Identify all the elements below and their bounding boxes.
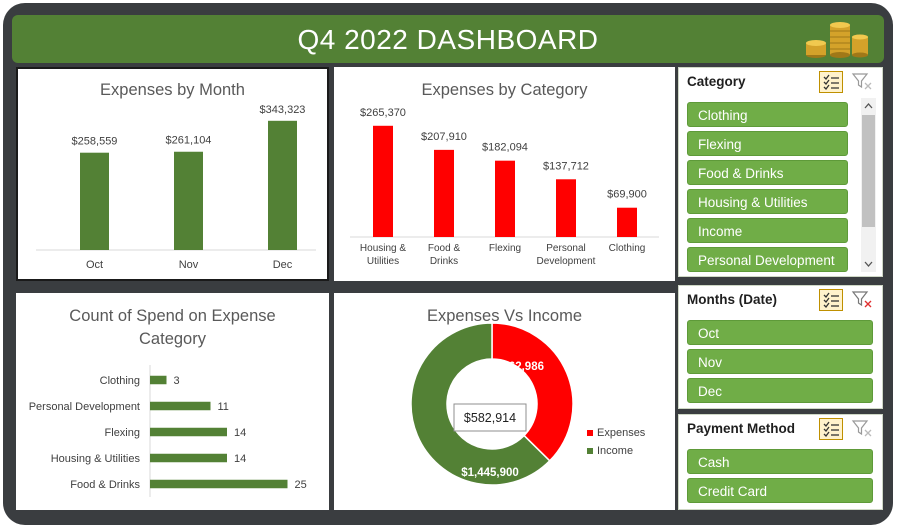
x-tick-label: Housing & — [360, 243, 406, 254]
slicer-item-credit-card[interactable]: Credit Card — [687, 478, 873, 503]
data-label: $265,370 — [360, 107, 406, 119]
scrollbar-thumb[interactable] — [862, 115, 875, 227]
y-tick-label: Food & Drinks — [70, 479, 140, 491]
count-of-spend-title-line1: Count of Spend on Expense — [69, 307, 276, 325]
expenses-vs-income-panel[interactable]: Expenses Vs Income $862,986 $1,445,900 $58… — [334, 293, 675, 510]
x-tick-label: Flexing — [489, 243, 521, 254]
bar-flexing — [495, 160, 515, 237]
legend-label-expenses: Expenses — [597, 427, 646, 439]
expenses-by-category-chart: $265,370 Housing & Utilities $207,910 Food &… — [350, 107, 659, 267]
coin-stack-icon — [806, 22, 868, 58]
multi-select-icon[interactable] — [819, 289, 843, 311]
data-label: $182,094 — [482, 142, 528, 154]
bar-dec — [268, 120, 297, 250]
expenses-by-month-title: Expenses by Month — [100, 81, 245, 99]
months-slicer-title: Months (Date) — [687, 292, 777, 307]
payment-method-slicer-title: Payment Method — [687, 421, 796, 436]
bar-housing-utilities — [373, 125, 393, 237]
count-of-spend-chart: Clothing 3 Personal Development 11 Flexing 14… — [29, 365, 307, 497]
bar-food-drinks — [150, 479, 288, 489]
multi-select-icon[interactable] — [819, 418, 843, 440]
count-of-spend-panel[interactable]: Count of Spend on Expense Category Cloth… — [16, 293, 329, 510]
slicer-item-personal-development[interactable]: Personal Development — [687, 247, 848, 272]
category-scrollbar[interactable] — [861, 98, 876, 272]
expenses-by-month-chart: $258,559 Oct $261,104 Nov $343,323 Dec — [36, 104, 316, 271]
x-tick-label: Clothing — [609, 243, 646, 254]
slicer-item-nov[interactable]: Nov — [687, 349, 873, 374]
center-value-box — [453, 403, 527, 432]
slicer-item-clothing[interactable]: Clothing — [687, 102, 848, 127]
y-tick-label: Personal Development — [29, 401, 140, 413]
legend-swatch-expenses — [587, 430, 593, 436]
expenses-by-category-panel[interactable]: Expenses by Category $265,370 Housing & Ut… — [334, 67, 675, 281]
x-tick-label: Development — [537, 256, 596, 267]
data-label: $69,900 — [607, 189, 647, 201]
dashboard-frame: Q4 2022 DASHBOARD Expenses by Month $258… — [3, 3, 893, 525]
category-slicer-title: Category — [687, 74, 746, 89]
expenses-vs-income-chart: $862,986 $1,445,900 $582,914 Expenses Income — [410, 322, 646, 486]
legend-swatch-income — [587, 448, 593, 454]
x-tick-label: Oct — [86, 259, 103, 271]
expenses-vs-income-title: Expenses Vs Income — [427, 307, 582, 325]
legend-label-income: Income — [597, 445, 633, 457]
data-label: $207,910 — [421, 131, 467, 143]
clear-filter-icon[interactable] — [851, 289, 873, 309]
data-label: $343,323 — [260, 104, 306, 116]
clear-filter-icon[interactable] — [851, 71, 873, 91]
dashboard-header: Q4 2022 DASHBOARD — [12, 15, 884, 63]
bar-clothing — [617, 207, 637, 237]
bar-flexing — [150, 427, 227, 437]
bar-personal-development — [556, 179, 576, 237]
income-slice — [410, 322, 551, 486]
slicer-item-income[interactable]: Income — [687, 218, 848, 243]
payment-method-slicer[interactable]: Payment Method Cash Credit Card — [678, 414, 883, 510]
data-label: 14 — [234, 427, 246, 439]
slicer-item-oct[interactable]: Oct — [687, 320, 873, 345]
x-tick-label: Drinks — [430, 256, 458, 267]
data-label: 14 — [234, 453, 246, 465]
x-tick-label: Utilities — [367, 256, 399, 267]
income-data-label: $1,445,900 — [461, 467, 519, 479]
bar-food-drinks — [434, 149, 454, 237]
scroll-up-icon[interactable] — [861, 100, 876, 112]
x-tick-label: Food & — [428, 243, 461, 254]
slicer-item-housing-utilities[interactable]: Housing & Utilities — [687, 189, 848, 214]
x-tick-label: Nov — [179, 259, 199, 271]
bar-personal-development — [150, 401, 211, 411]
slicer-item-dec[interactable]: Dec — [687, 378, 873, 403]
x-tick-label: Personal — [546, 243, 585, 254]
data-label: 11 — [218, 401, 229, 413]
slicer-item-food-drinks[interactable]: Food & Drinks — [687, 160, 848, 185]
y-tick-label: Flexing — [105, 427, 140, 439]
y-tick-label: Housing & Utilities — [51, 453, 141, 465]
bar-housing-utilities — [150, 453, 227, 463]
y-tick-label: Clothing — [100, 375, 140, 387]
center-value-label: $582,914 — [464, 411, 516, 425]
data-label: $261,104 — [166, 135, 212, 147]
expenses-by-category-title: Expenses by Category — [421, 81, 588, 99]
slicer-item-cash[interactable]: Cash — [687, 449, 873, 474]
count-of-spend-title-line2: Category — [139, 330, 206, 348]
expenses-by-month-panel[interactable]: Expenses by Month $258,559 Oct $261,104 Nov… — [16, 67, 329, 281]
expenses-data-label: $862,986 — [496, 361, 544, 373]
data-label: 25 — [295, 479, 307, 491]
multi-select-icon[interactable] — [819, 71, 843, 93]
bar-nov — [174, 151, 203, 250]
count-of-spend-title: Count of Spend on Expense Category — [16, 305, 329, 351]
category-slicer[interactable]: Category Clothing Flexing Food & Drinks … — [678, 67, 883, 277]
bar-oct — [80, 152, 109, 250]
slicer-item-flexing[interactable]: Flexing — [687, 131, 848, 156]
data-label: $258,559 — [72, 136, 118, 148]
data-label: $137,712 — [543, 160, 589, 172]
clear-filter-icon[interactable] — [851, 418, 873, 438]
x-tick-label: Dec — [273, 259, 293, 271]
months-slicer[interactable]: Months (Date) Oct Nov Dec — [678, 285, 883, 409]
dashboard-title: Q4 2022 DASHBOARD — [297, 24, 599, 55]
scroll-down-icon[interactable] — [861, 258, 876, 270]
bar-clothing — [150, 375, 167, 385]
expenses-slice — [491, 322, 574, 462]
data-label: 3 — [174, 375, 180, 387]
